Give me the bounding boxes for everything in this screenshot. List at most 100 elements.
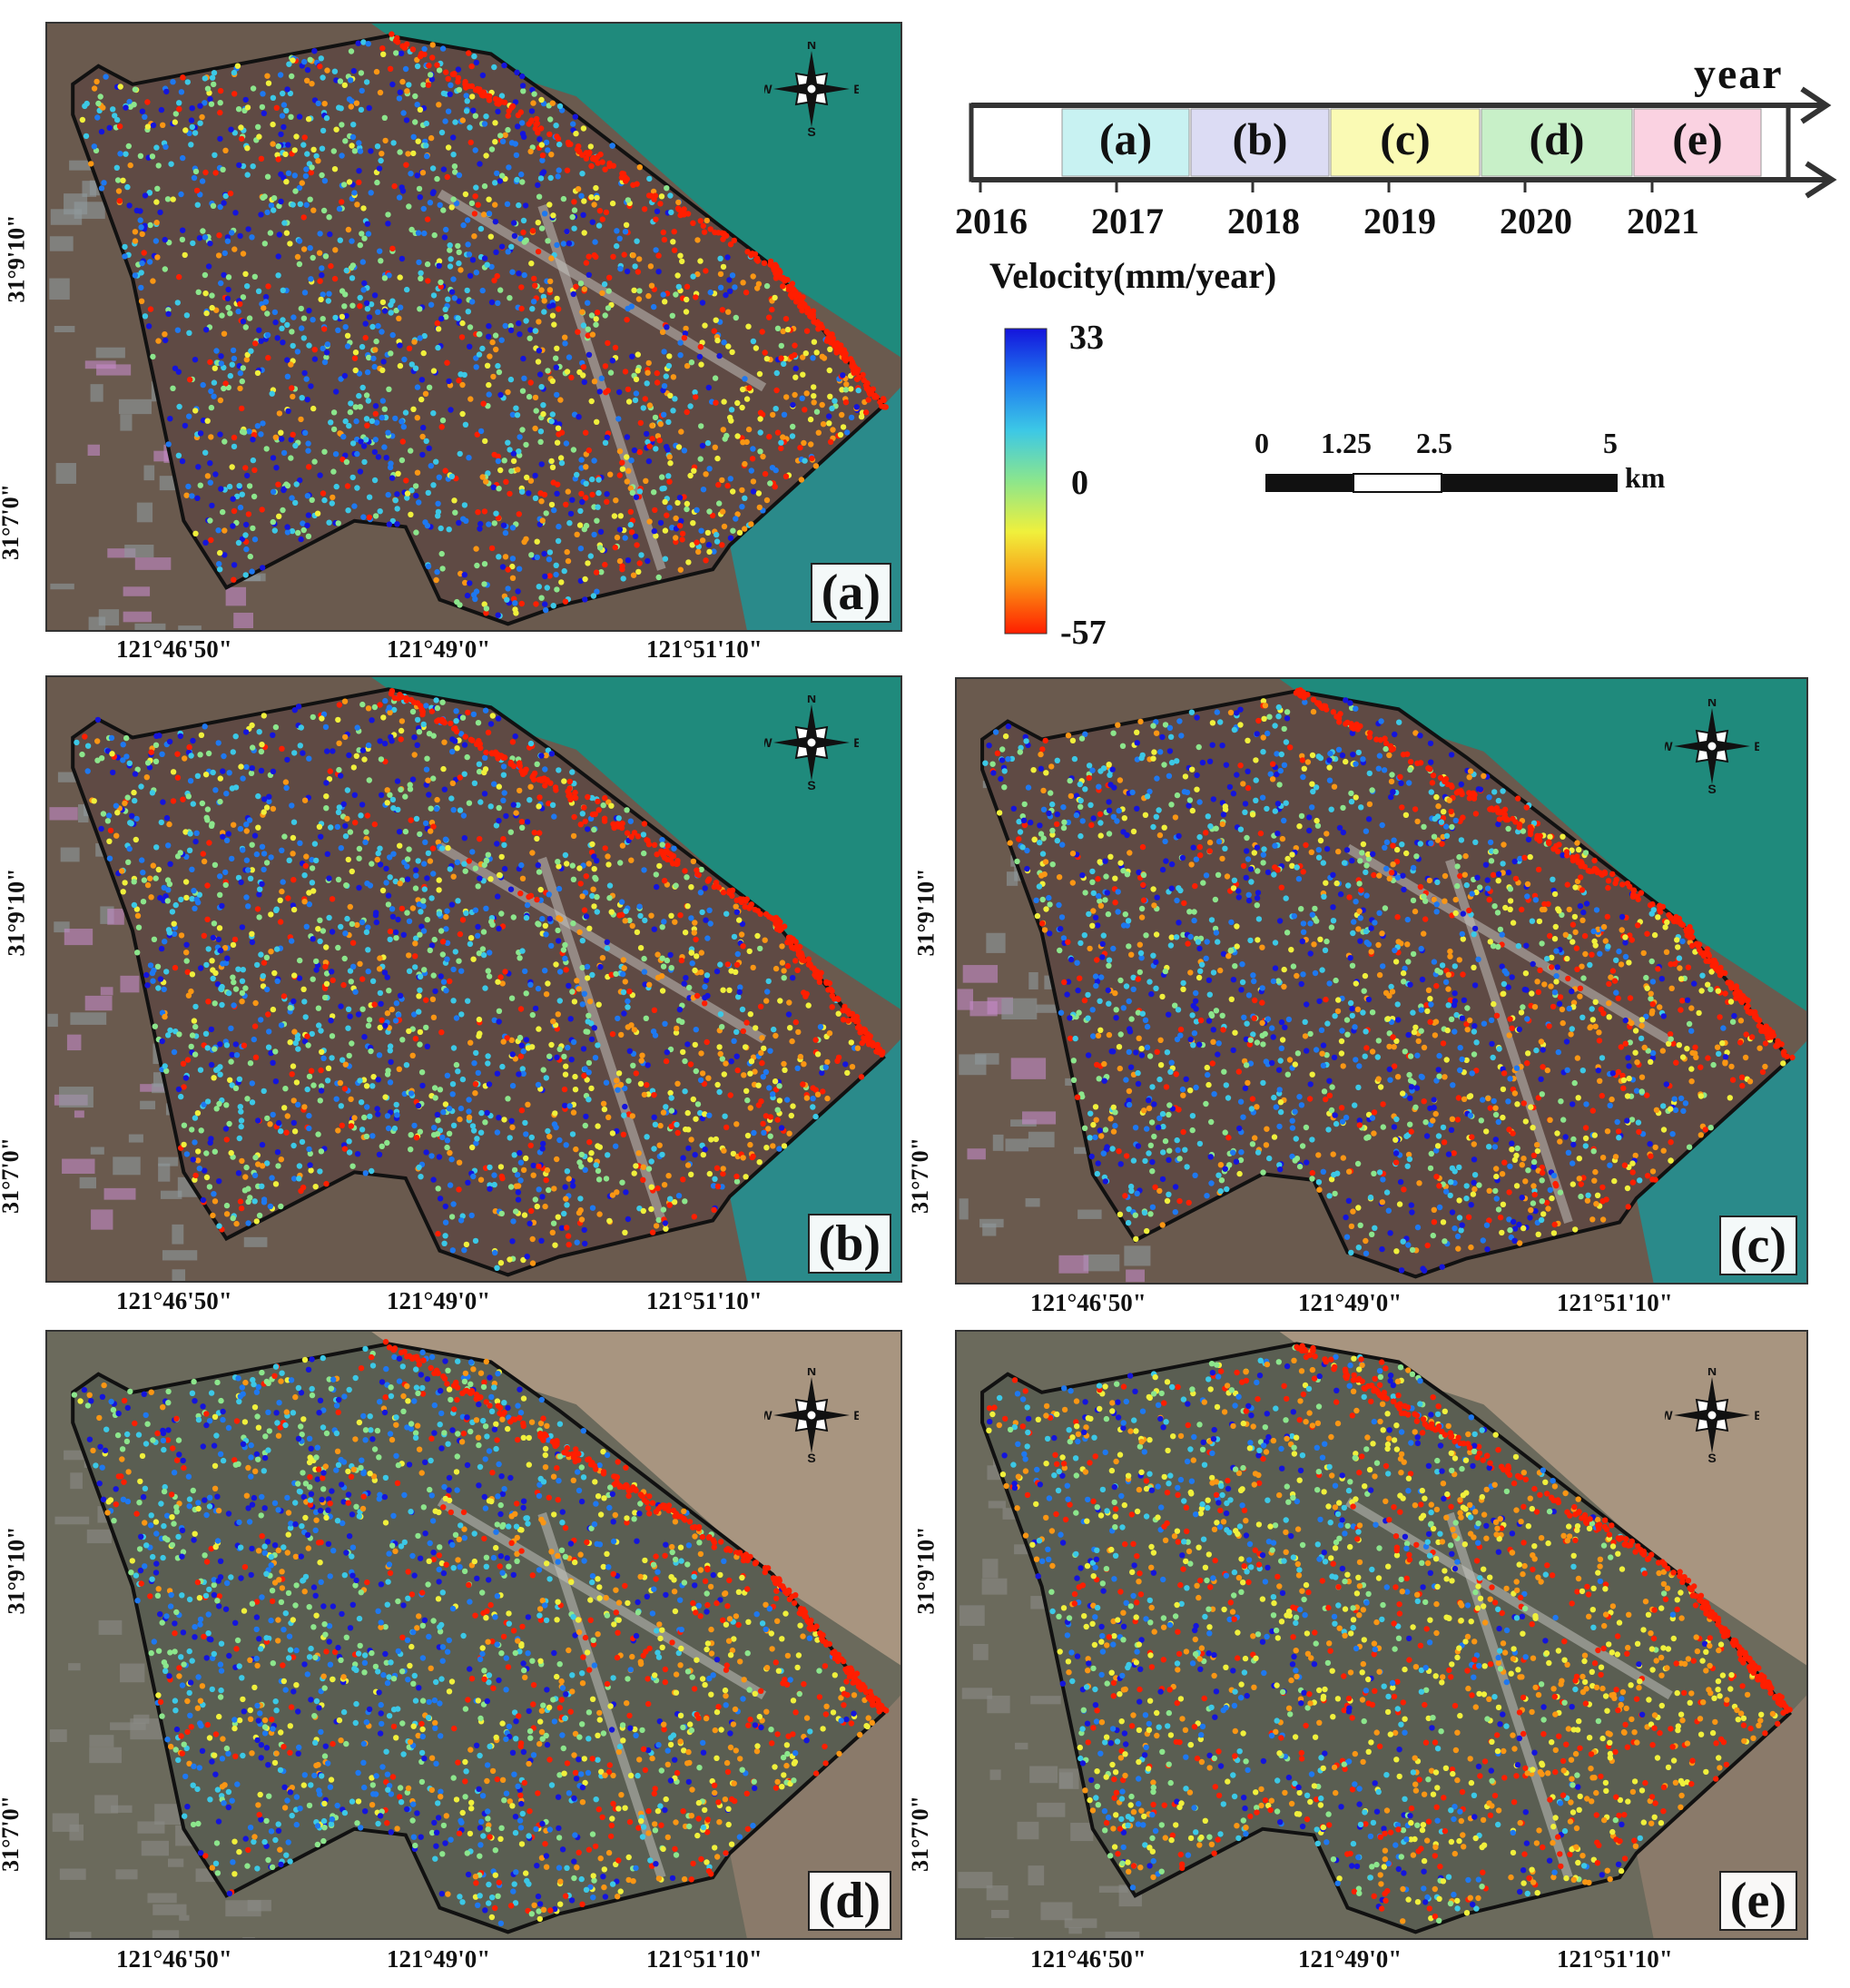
velocity-point [181,1084,187,1090]
velocity-point [450,276,457,282]
velocity-point [438,973,444,979]
velocity-point [854,369,861,375]
velocity-point [376,1052,383,1058]
velocity-point [211,1075,217,1081]
velocity-point [348,48,355,54]
velocity-point [271,527,278,534]
velocity-point [519,1066,526,1072]
velocity-point [271,207,277,213]
velocity-point [245,511,252,517]
velocity-point [372,403,379,409]
urban-block [50,583,74,590]
velocity-point [203,1174,211,1181]
velocity-point [321,326,328,332]
velocity-point [723,1124,730,1131]
velocity-point [546,573,553,579]
velocity-point [740,1155,746,1161]
velocity-point [350,67,357,74]
velocity-point [543,606,549,614]
velocity-point [629,922,635,930]
velocity-point [231,69,238,76]
velocity-point [108,734,115,742]
velocity-point [430,1176,437,1183]
velocity-point [276,202,282,210]
velocity-point [800,354,806,360]
velocity-point [300,527,307,534]
velocity-point [810,355,816,361]
velocity-point [701,229,708,235]
velocity-point [440,166,448,172]
velocity-point [137,217,143,223]
velocity-point [431,1125,438,1131]
velocity-point [275,1163,281,1169]
velocity-point [427,947,433,954]
velocity-point [483,153,489,159]
velocity-point [260,983,267,989]
velocity-point [433,458,439,465]
velocity-point [677,352,684,359]
velocity-point [662,299,668,305]
velocity-point [369,1083,376,1089]
velocity-point [537,428,545,435]
velocity-point [252,999,259,1007]
velocity-point [363,79,370,85]
velocity-point [714,455,721,462]
velocity-point [344,483,351,489]
velocity-point [625,386,632,393]
velocity-point [335,520,341,527]
velocity-point [532,282,538,289]
urban-block [143,465,155,481]
velocity-point [166,738,173,745]
velocity-point [144,982,151,989]
velocity-point [645,369,651,376]
velocity-point [688,1171,694,1177]
velocity-point [443,226,449,233]
velocity-point [704,529,712,536]
velocity-point [636,560,643,566]
velocity-point [253,1218,260,1225]
velocity-point [322,960,329,966]
velocity-point [336,205,343,212]
urban-block [120,975,140,993]
velocity-point [682,930,689,936]
velocity-point [210,934,217,941]
velocity-point [465,241,471,248]
velocity-point [357,960,363,967]
velocity-point [204,1045,211,1051]
velocity-point [648,1206,654,1213]
velocity-point [616,912,623,919]
velocity-point [464,98,470,104]
velocity-point [695,871,702,879]
velocity-point [519,875,526,881]
velocity-point [251,1036,257,1043]
velocity-point [507,886,515,892]
velocity-point [625,399,633,405]
velocity-point [182,1075,190,1081]
velocity-point [208,1061,215,1068]
velocity-point [668,965,674,971]
velocity-point [258,431,264,438]
velocity-point [351,190,358,196]
velocity-point [509,563,516,570]
velocity-point [622,369,629,375]
velocity-point [140,870,146,876]
velocity-point [154,963,162,969]
velocity-point [558,459,566,467]
velocity-point [496,369,503,376]
velocity-point [454,745,460,752]
velocity-point [695,548,702,556]
velocity-point [477,1129,485,1136]
study-area-boundary [71,34,886,626]
velocity-point [383,880,389,886]
velocity-point [622,1229,628,1235]
velocity-point [239,135,245,143]
velocity-point [424,1043,430,1049]
velocity-point [530,1172,536,1178]
velocity-point [790,423,796,430]
velocity-point [519,179,526,185]
velocity-point [694,953,700,960]
velocity-point [361,756,368,763]
velocity-point [192,408,199,414]
velocity-point [654,1185,661,1192]
velocity-point [476,1016,483,1023]
